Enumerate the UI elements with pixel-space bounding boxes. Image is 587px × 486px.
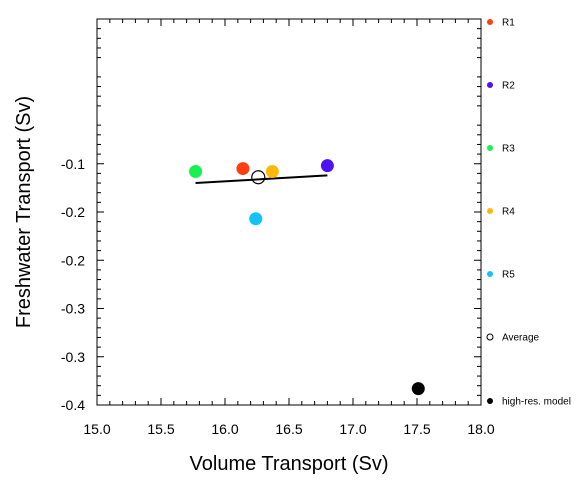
- x-tick-label: 16.0: [211, 421, 238, 437]
- fit-line: [195, 174, 328, 185]
- y-tick-label: -0.2: [61, 204, 85, 220]
- legend-marker-r5: [487, 271, 493, 277]
- legend-label-r2: R2: [502, 81, 515, 92]
- y-tick-label: -0.3: [61, 349, 85, 365]
- marker-r4: [265, 164, 279, 178]
- marker-r3: [189, 164, 203, 178]
- y-tick-label: -0.3: [61, 301, 85, 317]
- legend-marker-r1: [487, 19, 493, 25]
- y-axis-tick-labels: -0.4 -0.3 -0.3 -0.2 -0.2 -0.1: [61, 156, 85, 413]
- marker-r2: [320, 159, 334, 173]
- y-axis-title: Freshwater Transport (Sv): [13, 96, 35, 328]
- legend-label-average: Average: [502, 333, 540, 344]
- x-tick-label: 17.5: [403, 421, 430, 437]
- legend-label-r4: R4: [502, 207, 515, 218]
- x-axis-title: Volume Transport (Sv): [190, 453, 389, 475]
- legend-marker-r4: [487, 208, 493, 214]
- legend-marker-average: [486, 333, 494, 341]
- x-tick-label: 17.0: [339, 421, 366, 437]
- y-tick-label: -0.1: [61, 156, 85, 172]
- marker-high-res-model: [411, 382, 425, 396]
- legend-label-r1: R1: [502, 18, 515, 29]
- legend-marker-high-res-model: [487, 398, 493, 404]
- legend-marker-r2: [487, 82, 493, 88]
- legend-label-high-res-model: high-res. model: [502, 397, 571, 408]
- fit-line-group: [195, 174, 328, 185]
- legend-label-r5: R5: [502, 270, 515, 281]
- x-tick-label: 15.0: [83, 421, 110, 437]
- marker-average: [251, 170, 266, 185]
- x-tick-label: 16.5: [275, 421, 302, 437]
- x-tick-label: 15.5: [147, 421, 174, 437]
- plot-frame: [96, 18, 482, 406]
- marker-r1: [236, 162, 250, 176]
- marker-r5: [249, 212, 263, 226]
- legend-label-r3: R3: [502, 144, 515, 155]
- legend-marker-r3: [487, 145, 493, 151]
- x-tick-label: 18.0: [467, 421, 494, 437]
- axis-ticks: [96, 19, 482, 406]
- legend: R1 R2 R3 R4 R5 Average high-res. model: [486, 18, 571, 408]
- data-markers: [189, 159, 425, 396]
- y-tick-label: -0.2: [61, 252, 85, 268]
- x-axis-tick-labels: 15.0 15.5 16.0 16.5 17.0 17.5 18.0: [83, 421, 494, 437]
- y-tick-label: -0.4: [61, 397, 85, 413]
